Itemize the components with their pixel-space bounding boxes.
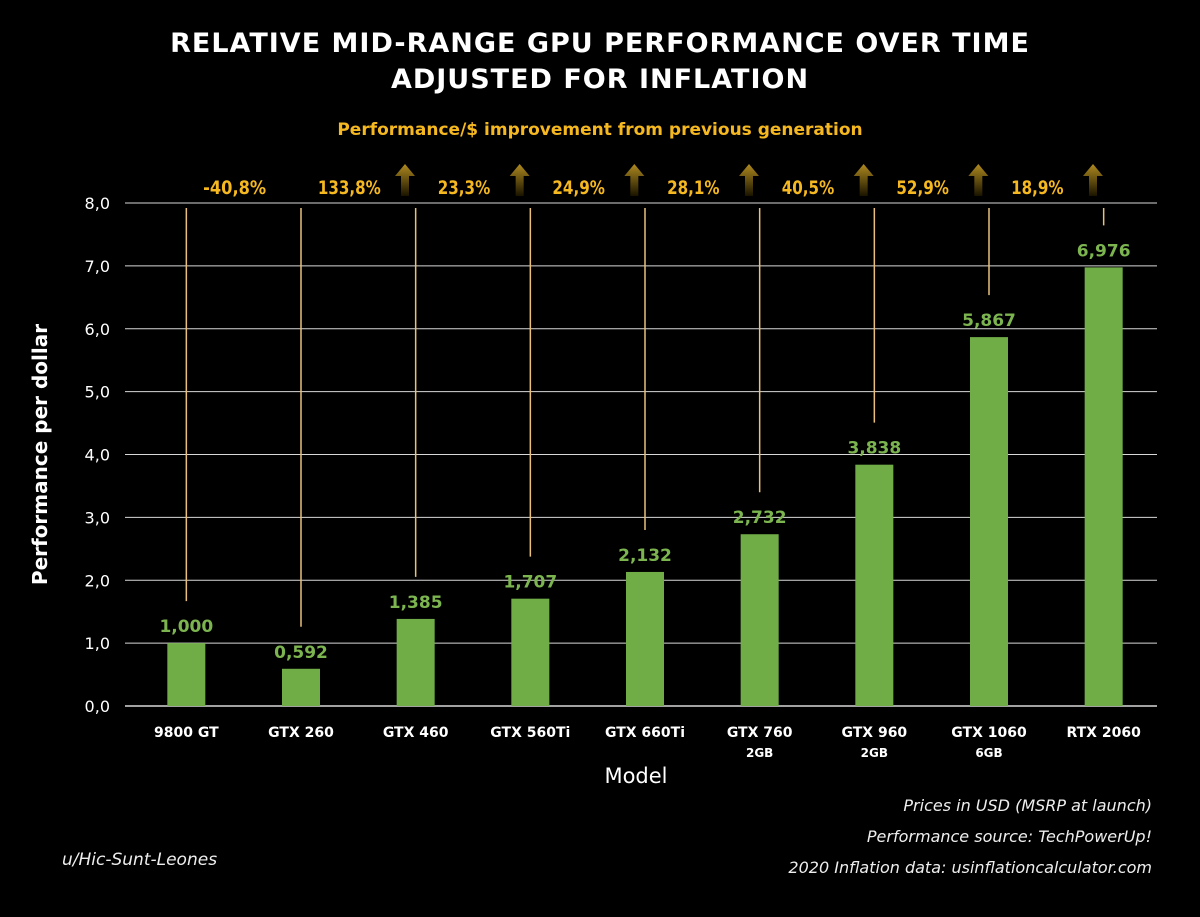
y-tick-label: 1,0 xyxy=(85,634,110,653)
x-tick-label: GTX 460 xyxy=(383,725,449,741)
y-tick-label: 6,0 xyxy=(85,320,110,339)
bar xyxy=(282,668,320,706)
note-prices: Prices in USD (MSRP at launch) xyxy=(903,796,1152,815)
note-inflation: 2020 Inflation data: usinflationcalculat… xyxy=(788,858,1152,877)
data-label: 2,132 xyxy=(618,546,672,566)
x-tick-label: GTX 560Ti xyxy=(490,725,570,741)
x-tick-label: 9800 GT xyxy=(154,725,219,741)
y-tick-label: 3,0 xyxy=(85,508,110,527)
up-arrow-icon xyxy=(853,164,874,196)
improvement-label: -40,8% xyxy=(203,177,266,199)
bar xyxy=(970,337,1008,706)
bar xyxy=(855,464,894,706)
x-tick-label: GTX 260 xyxy=(268,725,334,741)
up-arrow-icon xyxy=(739,164,759,196)
x-tick-sublabel: 2GB xyxy=(861,746,888,760)
x-axis-label: Model xyxy=(604,764,667,788)
x-tick-sublabel: 6GB xyxy=(975,746,1002,760)
improvement-label: 24,9% xyxy=(552,177,605,199)
y-tick-label: 2,0 xyxy=(85,571,110,590)
improvement-label: 133,8% xyxy=(318,177,381,199)
chart-subtitle: ADJUSTED FOR INFLATION xyxy=(390,64,810,95)
data-label: 1,707 xyxy=(503,573,557,593)
y-tick-label: 4,0 xyxy=(85,446,110,465)
x-tick-label: GTX 1060 xyxy=(951,725,1027,741)
y-tick-label: 8,0 xyxy=(85,194,110,213)
note-source: Performance source: TechPowerUp! xyxy=(866,827,1152,846)
improvement-label: 52,9% xyxy=(896,177,949,199)
up-arrow-icon xyxy=(395,164,415,196)
up-arrow-icon xyxy=(968,164,989,196)
data-label: 3,838 xyxy=(847,439,901,459)
author-credit: u/Hic-Sunt-Leones xyxy=(62,850,218,870)
y-axis-label: Performance per dollar xyxy=(28,324,52,585)
x-tick-label: GTX 660Ti xyxy=(605,725,685,741)
data-label: 1,385 xyxy=(389,593,443,613)
x-tick-label: GTX 960 xyxy=(841,725,907,741)
up-arrow-icon xyxy=(509,164,530,196)
improvement-label: 40,5% xyxy=(782,177,835,199)
bar xyxy=(1084,267,1123,706)
data-label: 2,732 xyxy=(733,508,787,528)
y-tick-label: 0,0 xyxy=(85,697,110,716)
data-label: 5,867 xyxy=(962,311,1016,331)
y-tick-label: 7,0 xyxy=(85,257,110,276)
bar xyxy=(740,534,779,706)
data-label: 6,976 xyxy=(1077,241,1131,261)
bar xyxy=(511,598,550,706)
y-tick-label: 5,0 xyxy=(85,383,110,402)
improvement-header: Performance/$ improvement from previous … xyxy=(337,120,863,140)
improvement-label: 18,9% xyxy=(1011,177,1064,199)
up-arrow-icon xyxy=(1083,164,1103,196)
improvement-label: 28,1% xyxy=(667,177,720,199)
bar xyxy=(167,643,206,706)
x-tick-label: RTX 2060 xyxy=(1066,725,1141,741)
data-label: 0,592 xyxy=(274,643,328,663)
chart-title: RELATIVE MID-RANGE GPU PERFORMANCE OVER … xyxy=(170,28,1030,59)
data-label: 1,000 xyxy=(159,617,213,637)
bar xyxy=(626,571,664,706)
bar xyxy=(396,618,435,706)
up-arrow-icon xyxy=(624,164,645,196)
improvement-label: 23,3% xyxy=(438,177,491,199)
x-tick-label: GTX 760 xyxy=(727,725,793,741)
x-tick-sublabel: 2GB xyxy=(746,746,773,760)
